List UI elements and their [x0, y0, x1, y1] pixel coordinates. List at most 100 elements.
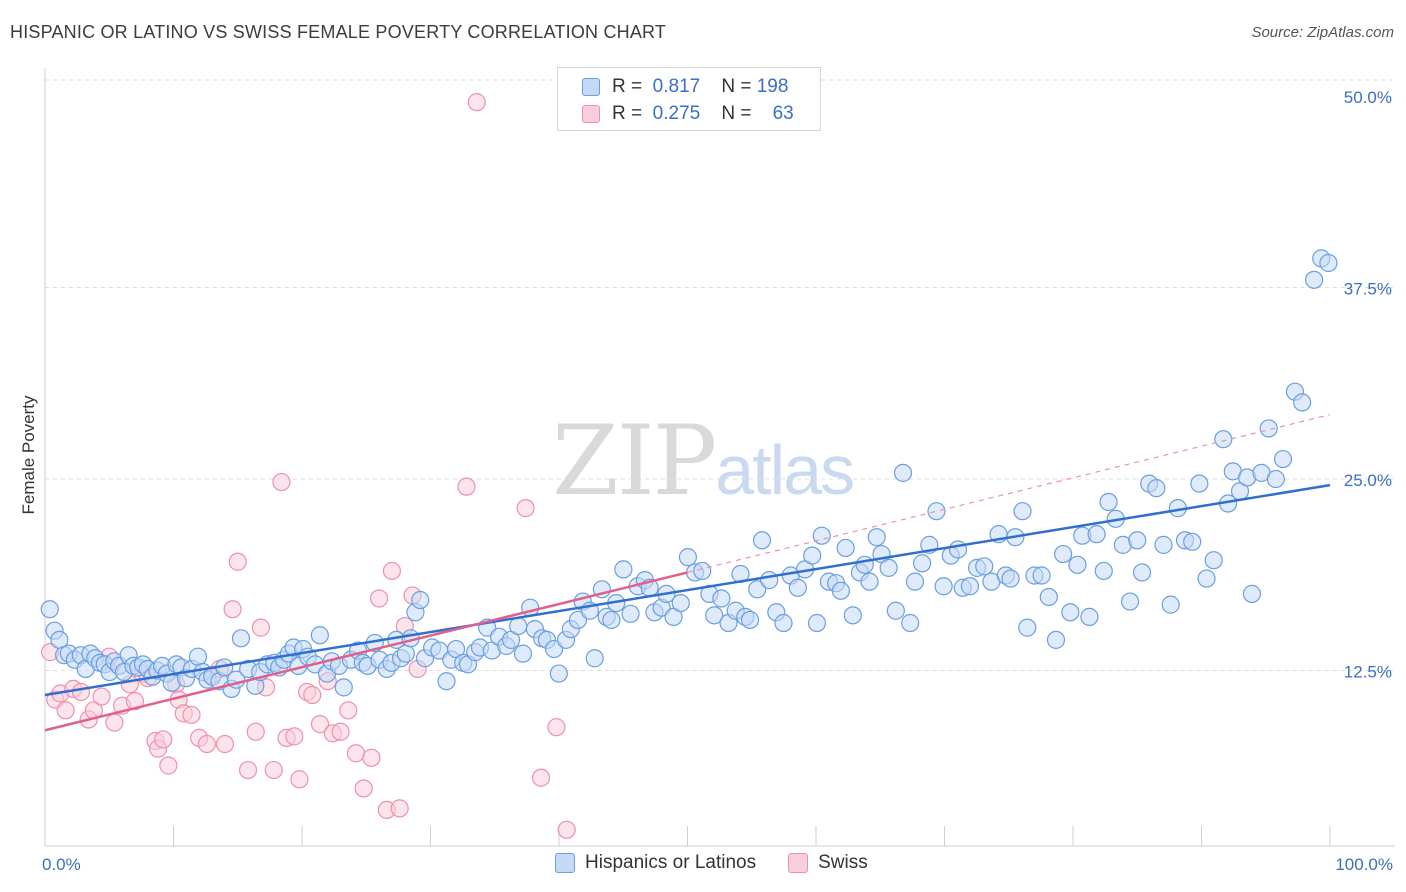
swiss-point [106, 714, 123, 731]
hispanic-point [1019, 619, 1036, 636]
hispanic-point [622, 605, 639, 622]
hispanic-point [438, 673, 455, 690]
swiss-point [93, 688, 110, 705]
y-tick-label: 12.5% [1344, 663, 1392, 682]
hispanic-point [1275, 451, 1292, 468]
swiss-point [286, 728, 303, 745]
hispanic-points [41, 250, 1337, 697]
hispanic-point [928, 503, 945, 520]
swiss-point [72, 683, 89, 700]
hispanic-point [335, 679, 352, 696]
legend-r-value: 0.275 [653, 103, 701, 125]
legend-n-value: 63 [773, 103, 794, 125]
hispanic-point [1095, 562, 1112, 579]
swiss-point [252, 619, 269, 636]
hispanic-point [804, 547, 821, 564]
legend-swatch-blue [582, 78, 600, 96]
hispanic-point [311, 627, 328, 644]
hispanic-point [868, 529, 885, 546]
legend-item-swiss: Swiss [788, 852, 868, 874]
hispanic-point [880, 559, 897, 576]
hispanic-point [914, 555, 931, 572]
hispanic-point [713, 590, 730, 607]
legend-row-swiss: R = 0.275 N = 63 [582, 102, 794, 126]
swiss-point [332, 723, 349, 740]
correlation-legend: R = 0.817 N = 198 R = 0.275 N = 63 [557, 67, 821, 131]
swiss-point [391, 800, 408, 817]
tick-labels: 12.5%25.0%37.5%50.0%0.0% 100.0%Female Pov… [19, 88, 1393, 874]
swiss-point [198, 736, 215, 753]
legend-row-hispanic: R = 0.817 N = 198 [582, 75, 788, 99]
hispanic-point [603, 611, 620, 628]
swiss-point [247, 723, 264, 740]
hispanic-point [615, 561, 632, 578]
hispanic-point [1184, 533, 1201, 550]
legend-r-value: 0.817 [653, 76, 701, 98]
hispanic-point [672, 595, 689, 612]
hispanic-point [949, 541, 966, 558]
swiss-point [224, 601, 241, 618]
swiss-point [347, 745, 364, 762]
hispanic-point [1100, 493, 1117, 510]
legend-r-label: R = [612, 103, 642, 125]
y-axis-title: Female Poverty [19, 395, 38, 515]
legend-swatch-blue [555, 853, 575, 873]
hispanic-point [550, 665, 567, 682]
legend-n-label: N = [721, 76, 751, 98]
hispanic-point [1148, 480, 1165, 497]
hispanic-point [861, 573, 878, 590]
hispanic-point [515, 645, 532, 662]
hispanic-point [1040, 588, 1057, 605]
legend-label-hispanic: Hispanics or Latinos [585, 852, 756, 874]
hispanic-point [837, 539, 854, 556]
legend-r-label: R = [612, 76, 642, 98]
hispanic-point [856, 556, 873, 573]
swiss-point [183, 706, 200, 723]
swiss-point [363, 749, 380, 766]
hispanic-point [789, 579, 806, 596]
hispanic-trend-line [45, 485, 1330, 695]
swiss-points [42, 94, 576, 839]
hispanic-point [1267, 471, 1284, 488]
hispanic-point [1129, 532, 1146, 549]
hispanic-point [1155, 536, 1172, 553]
swiss-point [160, 757, 177, 774]
hispanic-point [1306, 271, 1323, 288]
y-tick-label: 25.0% [1344, 471, 1392, 490]
x-tick-label: 100.0% [1335, 855, 1393, 874]
hispanic-point [1215, 431, 1232, 448]
hispanic-point [1033, 567, 1050, 584]
hispanic-point [895, 464, 912, 481]
swiss-point [216, 736, 233, 753]
hispanic-point [976, 558, 993, 575]
swiss-point [517, 500, 534, 517]
hispanic-point [1062, 604, 1079, 621]
swiss-point [57, 702, 74, 719]
hispanic-point [754, 532, 771, 549]
swiss-point [291, 771, 308, 788]
hispanic-point [1134, 564, 1151, 581]
swiss-point [340, 702, 357, 719]
hispanic-point [412, 592, 429, 609]
hispanic-point [1320, 254, 1337, 271]
hispanic-point [679, 549, 696, 566]
hispanic-point [813, 527, 830, 544]
legend-label-swiss: Swiss [818, 852, 868, 874]
series-legend: Hispanics or Latinos Swiss [555, 852, 900, 874]
hispanic-point [775, 615, 792, 632]
hispanic-point [1088, 526, 1105, 543]
hispanic-point [1294, 394, 1311, 411]
hispanic-point [906, 573, 923, 590]
grid-lines [45, 80, 1395, 671]
hispanic-point [844, 607, 861, 624]
hispanic-point [742, 611, 759, 628]
swiss-point [273, 474, 290, 491]
hispanic-point [1002, 570, 1019, 587]
hispanic-point [232, 630, 249, 647]
swiss-point [533, 769, 550, 786]
swiss-point [548, 719, 565, 736]
swiss-point [240, 762, 257, 779]
hispanic-point [397, 645, 414, 662]
x-tick-label: 0.0% [42, 855, 81, 874]
swiss-point [355, 780, 372, 797]
